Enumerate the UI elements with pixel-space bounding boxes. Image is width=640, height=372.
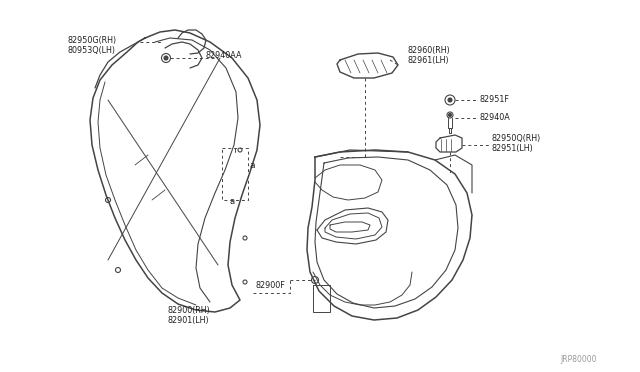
Circle shape [448,98,452,102]
Text: 82900(RH): 82900(RH) [168,305,211,314]
Text: 82940AA: 82940AA [205,51,241,61]
Text: 82900F: 82900F [255,282,285,291]
Text: JRP80000: JRP80000 [560,356,596,365]
Text: 82951(LH): 82951(LH) [492,144,534,153]
Text: 82960(RH): 82960(RH) [408,45,451,55]
Text: 80953Q(LH): 80953Q(LH) [68,45,116,55]
Text: 82961(LH): 82961(LH) [408,55,450,64]
Circle shape [164,56,168,60]
Text: 82950Q(RH): 82950Q(RH) [492,134,541,142]
Text: 82901(LH): 82901(LH) [168,315,210,324]
Text: 82950G(RH): 82950G(RH) [68,35,117,45]
Text: a: a [249,160,255,170]
Text: 82951F: 82951F [480,96,510,105]
Text: 82940A: 82940A [480,113,511,122]
Circle shape [449,113,451,116]
Text: a: a [230,198,235,206]
